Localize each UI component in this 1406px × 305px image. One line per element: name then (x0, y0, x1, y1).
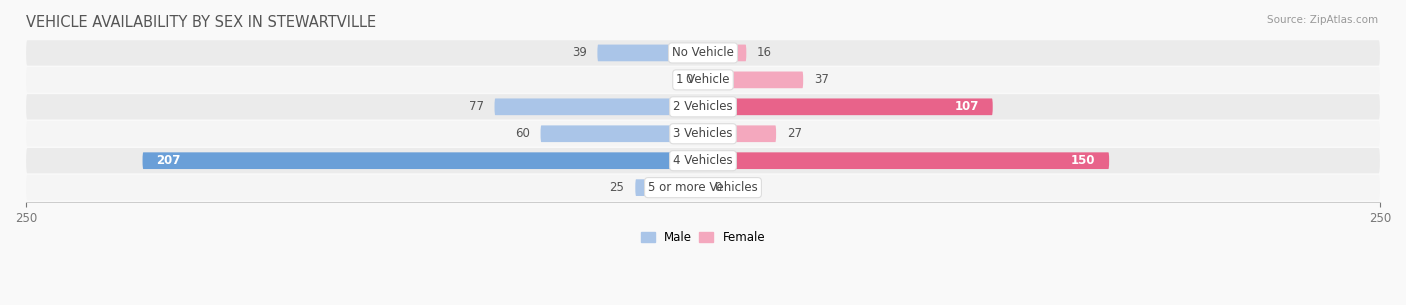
Text: 27: 27 (787, 127, 801, 140)
Text: 3 Vehicles: 3 Vehicles (673, 127, 733, 140)
Text: 4 Vehicles: 4 Vehicles (673, 154, 733, 167)
FancyBboxPatch shape (703, 71, 803, 88)
Text: 16: 16 (758, 46, 772, 59)
FancyBboxPatch shape (703, 45, 747, 61)
Text: 2 Vehicles: 2 Vehicles (673, 100, 733, 113)
FancyBboxPatch shape (598, 45, 703, 61)
FancyBboxPatch shape (27, 94, 1379, 120)
FancyBboxPatch shape (27, 121, 1379, 146)
FancyBboxPatch shape (540, 125, 703, 142)
Text: 5 or more Vehicles: 5 or more Vehicles (648, 181, 758, 194)
FancyBboxPatch shape (27, 67, 1379, 92)
FancyBboxPatch shape (495, 99, 703, 115)
Text: 37: 37 (814, 74, 830, 86)
Text: 150: 150 (1071, 154, 1095, 167)
Text: No Vehicle: No Vehicle (672, 46, 734, 59)
FancyBboxPatch shape (27, 148, 1379, 173)
Text: Source: ZipAtlas.com: Source: ZipAtlas.com (1267, 15, 1378, 25)
FancyBboxPatch shape (142, 152, 703, 169)
FancyBboxPatch shape (703, 125, 776, 142)
Text: 60: 60 (515, 127, 530, 140)
Text: 1 Vehicle: 1 Vehicle (676, 74, 730, 86)
Text: 207: 207 (156, 154, 180, 167)
Text: 77: 77 (468, 100, 484, 113)
FancyBboxPatch shape (703, 152, 1109, 169)
Text: 107: 107 (955, 100, 979, 113)
FancyBboxPatch shape (636, 179, 703, 196)
Legend: Male, Female: Male, Female (636, 227, 770, 249)
FancyBboxPatch shape (27, 40, 1379, 66)
Text: 39: 39 (572, 46, 586, 59)
FancyBboxPatch shape (703, 99, 993, 115)
Text: 0: 0 (685, 74, 692, 86)
FancyBboxPatch shape (27, 175, 1379, 200)
Text: VEHICLE AVAILABILITY BY SEX IN STEWARTVILLE: VEHICLE AVAILABILITY BY SEX IN STEWARTVI… (27, 15, 377, 30)
Text: 0: 0 (714, 181, 721, 194)
Text: 25: 25 (610, 181, 624, 194)
